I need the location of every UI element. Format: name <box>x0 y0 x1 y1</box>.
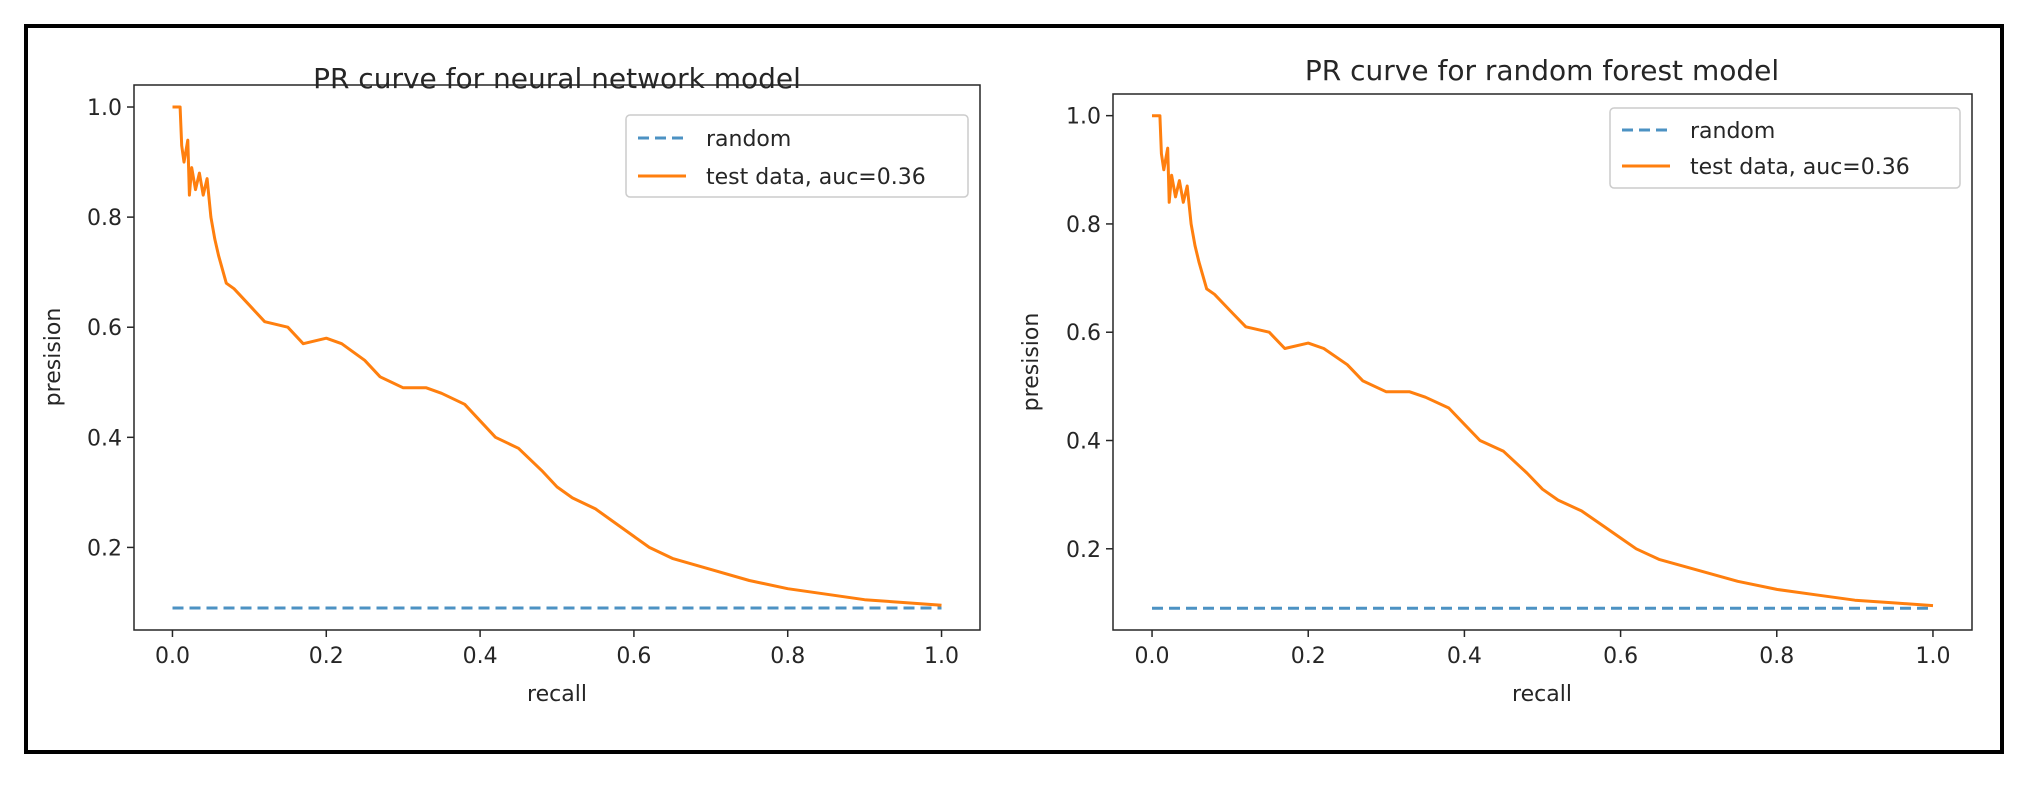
x-tick-label: 0.4 <box>1447 644 1482 669</box>
legend-label-random-left: random <box>706 127 791 152</box>
x-tick-label: 1.0 <box>924 644 959 669</box>
legend-label-test-left: test data, auc=0.36 <box>706 165 926 190</box>
y-tick-label: 0.4 <box>87 426 122 451</box>
x-tick-label: 1.0 <box>1915 644 1950 669</box>
legend-label-test-right: test data, auc=0.36 <box>1690 155 1910 180</box>
y-tick-label: 1.0 <box>1066 105 1101 130</box>
x-tick-label: 0.4 <box>463 644 498 669</box>
y-tick-label: 0.2 <box>1066 538 1101 563</box>
test-data-pr-curve <box>1152 114 1934 608</box>
chart-right: PR curve for random forest model recall … <box>1019 54 1973 707</box>
test-data-pr-curve <box>172 105 942 607</box>
x-axis-label-left: recall <box>527 682 587 707</box>
x-axis-label-right: recall <box>1512 682 1572 707</box>
y-tick-label: 0.8 <box>87 206 122 231</box>
x-tick-label: 0.8 <box>1759 644 1794 669</box>
x-tick-label: 0.8 <box>770 644 805 669</box>
series-left <box>172 105 942 610</box>
chart-title-right: PR curve for random forest model <box>1305 54 1779 87</box>
legend-label-random-right: random <box>1690 119 1775 144</box>
chart-left: PR curve for neural network model recall… <box>41 62 981 707</box>
x-ticks-right: 0.0 0.2 0.4 0.6 0.8 1.0 <box>1135 630 1950 669</box>
y-tick-label: 0.6 <box>87 316 122 341</box>
x-tick-label: 0.0 <box>155 644 190 669</box>
y-ticks-right: 0.2 0.4 0.6 0.8 1.0 <box>1066 105 1113 563</box>
x-tick-label: 0.0 <box>1135 644 1170 669</box>
y-tick-label: 0.4 <box>1066 430 1101 455</box>
y-ticks-left: 0.2 0.4 0.6 0.8 1.0 <box>87 96 134 561</box>
x-tick-label: 0.6 <box>1603 644 1638 669</box>
y-axis-label-right: presision <box>1019 313 1044 412</box>
y-tick-label: 0.6 <box>1066 321 1101 346</box>
x-tick-label: 0.2 <box>1291 644 1326 669</box>
legend-box-left <box>625 114 969 198</box>
legend-box-right <box>1609 107 1961 189</box>
y-tick-label: 0.2 <box>87 536 122 561</box>
series-right <box>1152 114 1934 610</box>
x-tick-label: 0.2 <box>309 644 344 669</box>
chart-title-left: PR curve for neural network model <box>313 62 801 95</box>
x-tick-label: 0.6 <box>616 644 651 669</box>
legend-left: random test data, auc=0.36 <box>625 114 969 198</box>
y-tick-label: 1.0 <box>87 96 122 121</box>
legend-right: random test data, auc=0.36 <box>1609 107 1961 189</box>
y-axis-label-left: presision <box>41 308 66 407</box>
y-tick-label: 0.8 <box>1066 213 1101 238</box>
x-ticks-left: 0.0 0.2 0.4 0.6 0.8 1.0 <box>155 630 959 669</box>
